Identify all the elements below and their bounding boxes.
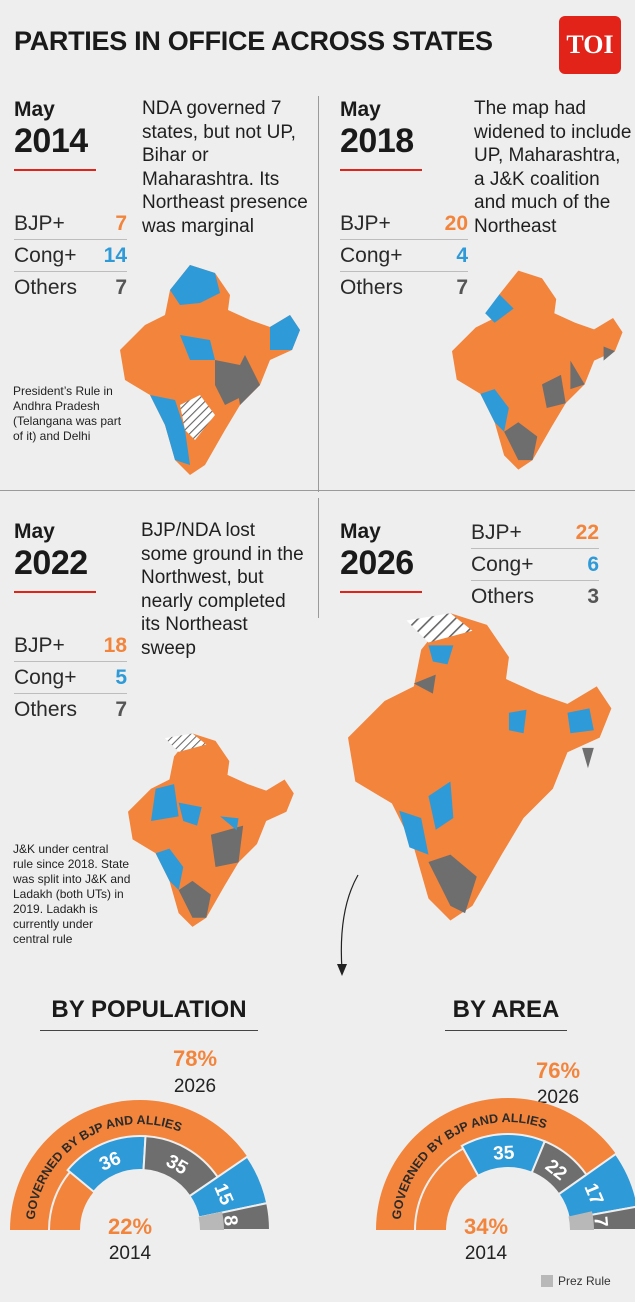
gauge-outer-ring (376, 1098, 635, 1230)
panel-2014-note: President’s Rule in Andhra Pradesh (Tela… (13, 384, 122, 443)
gauge-population-pct-2026: 78% (172, 1046, 218, 1071)
panel-2014-stats: BJP+ 7 Cong+ 14 Others 7 (14, 208, 127, 304)
gauge-segment-label: 8 (219, 1214, 241, 1227)
gauge-area-year-2026: 2026 (536, 1087, 580, 1108)
panel-year: 2014 (14, 122, 88, 160)
panel-year: 2018 (340, 122, 414, 160)
panel-2022-stats: BJP+ 18 Cong+ 5 Others 7 (14, 630, 127, 726)
legend-label: Prez Rule (558, 1274, 611, 1288)
year-underline (340, 169, 422, 171)
gauge-population-pct-2014: 22% (107, 1214, 153, 1239)
panel-2022-header: May 2022 (14, 520, 96, 593)
gauge-population-title-block: BY POPULATION (40, 996, 258, 1031)
gauge-population-year-2014: 2014 (108, 1243, 152, 1264)
page-title: PARTIES IN OFFICE ACROSS STATES (14, 26, 493, 56)
panel-2022-note: J&K under central rule since 2018. State… (13, 842, 131, 946)
toi-logo: TOI (559, 16, 621, 74)
panel-month: May (340, 98, 381, 121)
year-underline (14, 169, 96, 171)
gauge-area-pct-2014: 34% (463, 1214, 509, 1239)
panel-year: 2026 (340, 544, 414, 582)
panel-2014-header: May 2014 (14, 98, 96, 171)
gauge-population-year-2026: 2026 (173, 1076, 217, 1097)
panel-month: May (340, 520, 381, 543)
year-underline (14, 591, 96, 593)
gauge-outer-ring (10, 1100, 270, 1230)
year-underline (340, 591, 422, 593)
gauge-area-title-block: BY AREA (445, 996, 567, 1031)
gauge-area-pct-2026: 76% (535, 1058, 581, 1083)
india-map-2026 (348, 613, 612, 921)
panel-2014-description: NDA governed 7 states, but not UP, Bihar… (142, 98, 308, 237)
gauge-title: BY POPULATION (51, 996, 247, 1023)
panel-2022-description: BJP/NDA lost some ground in the Northwes… (141, 520, 304, 659)
india-map-2018 (452, 270, 623, 470)
gauge-prez-rule (568, 1211, 594, 1230)
arrow-down-icon (337, 874, 359, 976)
panel-2018-stats: BJP+ 20 Cong+ 4 Others 7 (340, 208, 468, 304)
gauge-inner-bjp (416, 1149, 479, 1230)
panel-2018-description: The map had widened to include UP, Mahar… (474, 98, 632, 237)
gauge-title: BY AREA (452, 996, 560, 1023)
india-map-2014 (120, 265, 300, 475)
gauge-inner-bjp (50, 1172, 94, 1230)
panel-2026-stats: BJP+ 22 Cong+ 6 Others 3 (471, 517, 599, 613)
panel-year: 2022 (14, 544, 88, 582)
legend-swatch (541, 1275, 553, 1287)
gauge-area-year-2014: 2014 (464, 1243, 508, 1264)
divider-vertical-lower (318, 498, 319, 618)
gauge-segment-label: 35 (493, 1143, 516, 1165)
panel-month: May (14, 98, 55, 121)
panel-2026-header: May 2026 (340, 520, 422, 593)
panel-2018-header: May 2018 (340, 98, 422, 171)
divider-vertical (318, 96, 319, 492)
divider-horizontal (0, 490, 635, 491)
legend-prez-rule: Prez Rule (541, 1274, 611, 1288)
gauge-prez-rule (198, 1211, 224, 1230)
gauge-segment-label: 7 (589, 1216, 611, 1228)
india-map-2022 (128, 733, 294, 927)
panel-month: May (14, 520, 55, 543)
